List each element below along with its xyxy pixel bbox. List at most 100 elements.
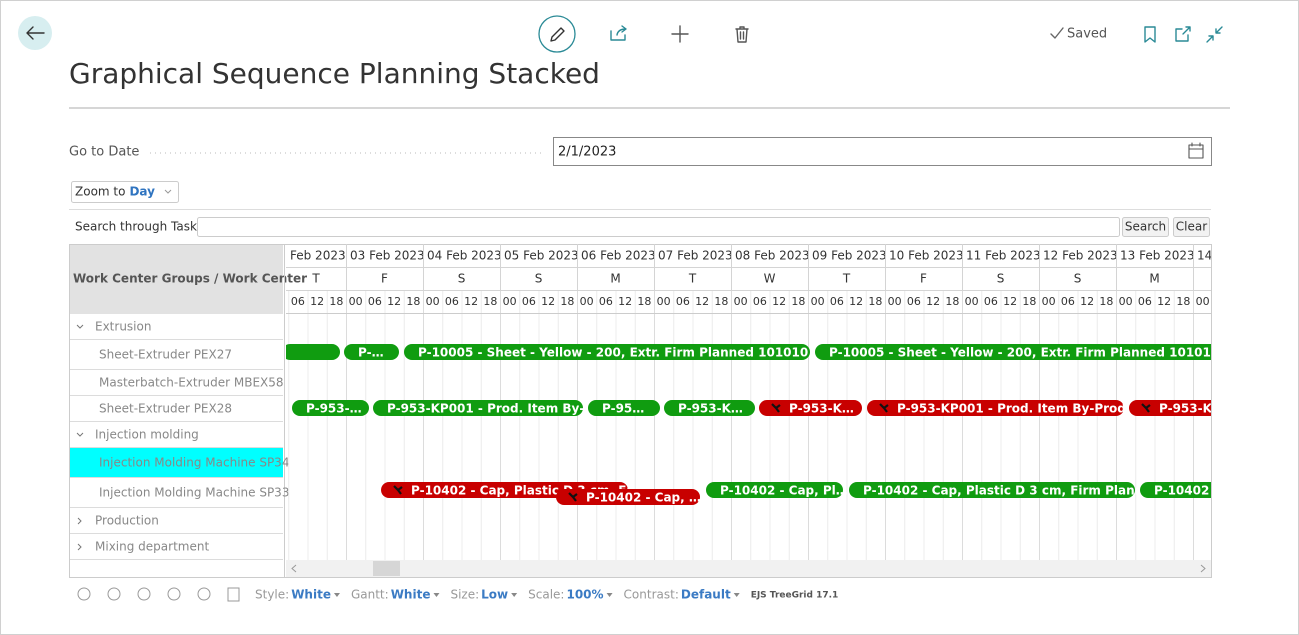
date-header: Feb 2023 <box>290 249 346 263</box>
setting-value[interactable]: White <box>291 588 331 602</box>
hour-header: 06 <box>907 295 921 308</box>
hour-header: 00 <box>349 295 363 308</box>
task-label: P-953-K… <box>678 402 743 416</box>
bookmark-button[interactable] <box>1144 26 1156 43</box>
share-button[interactable] <box>610 25 627 41</box>
task-label: P-953-KP001 - Prod. Item By-Product… <box>897 402 1159 416</box>
task-bar[interactable] <box>867 400 1124 416</box>
setting-label[interactable]: Size: <box>450 588 479 602</box>
task-label: P-… <box>358 346 384 360</box>
hour-header: 18 <box>560 295 574 308</box>
expand-toggle[interactable] <box>76 324 84 329</box>
date-input[interactable]: 2/1/2023 <box>553 137 1212 166</box>
back-button[interactable] <box>18 16 52 50</box>
expand-toggle[interactable] <box>77 543 82 551</box>
footer-tool[interactable] <box>107 587 121 601</box>
saved-check <box>1050 27 1064 39</box>
new-button[interactable] <box>671 25 689 43</box>
hour-header: 06 <box>291 295 305 308</box>
search-button[interactable]: Search <box>1122 217 1169 237</box>
work-center-name[interactable]: Masterbatch-Extruder MBEX58 <box>99 376 284 390</box>
group-name[interactable]: Production <box>95 514 159 528</box>
day-header: S <box>458 272 466 286</box>
hour-header: 18 <box>483 295 497 308</box>
hour-header: 00 <box>580 295 594 308</box>
footer-tool[interactable] <box>167 587 181 601</box>
task-label: P-10005 - Sheet - Yellow - 200, Extr. Fi… <box>418 346 808 360</box>
day-header: F <box>381 272 388 286</box>
task-bar[interactable] <box>664 400 755 416</box>
setting-value[interactable]: Default <box>681 588 731 602</box>
task-bar[interactable] <box>706 482 843 498</box>
work-center-name[interactable]: Sheet-Extruder PEX27 <box>99 348 232 362</box>
work-center-name[interactable]: Injection Molding Machine SP33 <box>99 486 289 500</box>
group-name[interactable]: Injection molding <box>95 428 199 442</box>
task-bar[interactable] <box>556 489 700 505</box>
task-bar[interactable] <box>404 344 810 360</box>
day-header: T <box>311 272 320 286</box>
setting-label[interactable]: Style: <box>255 588 289 602</box>
zoom-value: Day <box>129 185 155 199</box>
group-name[interactable]: Mixing department <box>95 540 209 554</box>
page-title: Graphical Sequence Planning Stacked <box>69 57 600 90</box>
day-header: S <box>535 272 543 286</box>
task-bar[interactable] <box>373 400 583 416</box>
setting-label[interactable]: Gantt: <box>351 588 389 602</box>
footer-tool[interactable] <box>137 587 151 601</box>
hour-header: 18 <box>406 295 420 308</box>
hour-header: 06 <box>676 295 690 308</box>
hour-header: 00 <box>888 295 902 308</box>
hour-header: 00 <box>1042 295 1056 308</box>
date-header: 06 Feb 2023 <box>581 249 656 263</box>
task-bar[interactable] <box>815 344 1222 360</box>
expand-toggle[interactable] <box>77 517 82 525</box>
task-bar[interactable] <box>292 400 369 416</box>
search-button-label: Search <box>1125 220 1166 234</box>
date-header: 14 <box>1197 249 1212 263</box>
collapse-button[interactable] <box>1206 26 1223 43</box>
task-warning-icon <box>771 403 781 413</box>
open-new-window-button[interactable] <box>1175 26 1191 42</box>
task-label: P-953-KP… <box>1159 402 1233 416</box>
task-bar[interactable] <box>588 400 660 416</box>
setting-label[interactable]: Scale: <box>528 588 564 602</box>
hour-header: 06 <box>753 295 767 308</box>
day-header: W <box>764 272 776 286</box>
task-bar[interactable] <box>849 482 1135 498</box>
edit-button[interactable] <box>538 15 576 53</box>
horizontal-scrollbar[interactable] <box>286 560 1211 577</box>
footer-tool[interactable] <box>197 587 211 601</box>
footer-tool[interactable] <box>77 587 91 601</box>
search-input[interactable] <box>197 217 1120 237</box>
day-header: F <box>920 272 927 286</box>
hour-header: 18 <box>714 295 728 308</box>
setting-value[interactable]: 100% <box>566 588 603 602</box>
expand-toggle[interactable] <box>76 432 84 437</box>
task-bar[interactable] <box>759 400 862 416</box>
task-warning-icon <box>393 485 403 495</box>
delete-button[interactable] <box>735 26 749 43</box>
setting-caret <box>606 593 613 597</box>
setting-label[interactable]: Contrast: <box>624 588 679 602</box>
task-bar[interactable] <box>1129 400 1222 416</box>
date-header: 04 Feb 2023 <box>427 249 502 263</box>
zoom-dropdown[interactable]: Zoom to Day <box>71 181 179 203</box>
zoom-label: Zoom to <box>75 185 125 199</box>
setting-caret <box>733 593 740 597</box>
setting-value[interactable]: White <box>391 588 431 602</box>
task-bar[interactable] <box>344 344 399 360</box>
footer-tool[interactable] <box>227 587 240 602</box>
task-label: P-953-KP001 - Prod. Item By-P… <box>387 402 605 416</box>
hour-header: 00 <box>657 295 671 308</box>
task-label: P-953-K… <box>789 402 854 416</box>
work-center-name[interactable]: Sheet-Extruder PEX28 <box>99 402 232 416</box>
task-bar[interactable] <box>1140 482 1222 498</box>
task-bar[interactable] <box>282 344 340 360</box>
group-name[interactable]: Extrusion <box>95 320 151 334</box>
hour-header: 12 <box>1080 295 1094 308</box>
setting-value[interactable]: Low <box>481 588 508 602</box>
clear-button[interactable]: Clear <box>1173 217 1210 237</box>
work-center-name[interactable]: Injection Molding Machine SP34 <box>99 456 289 470</box>
hour-header: 06 <box>599 295 613 308</box>
task-warning-icon <box>1141 403 1151 413</box>
